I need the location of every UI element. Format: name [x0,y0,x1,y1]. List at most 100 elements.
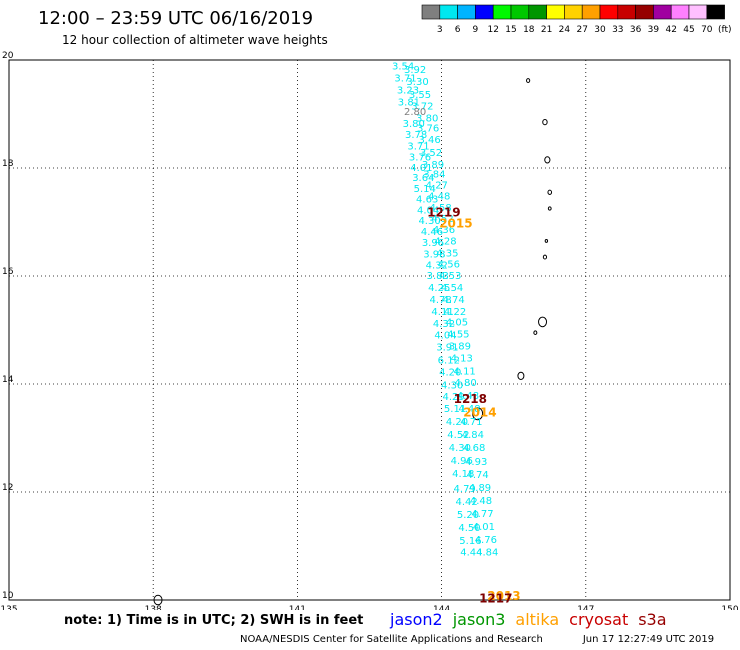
colorbar-label: 33 [612,25,623,35]
island-outline [544,238,549,243]
island-outline [472,407,484,421]
wave-height-label: 5.14 [414,184,436,195]
colorbar-label: 70 [701,25,713,35]
wave-height-label: 4.30 [449,443,471,454]
colorbar-label: 27 [576,25,587,35]
wave-height-label: 3.76 [417,123,439,134]
wave-height-label: 3.98 [423,250,445,261]
wave-height-label: 4.79 [454,484,476,495]
wave-height-label: 4.35 [436,249,458,260]
wave-height-label: 3.91 [436,343,458,354]
colorbar-label: 30 [594,25,606,35]
wave-height-label: 3.46 [418,135,440,146]
wave-height-label: 4.84 [476,548,498,559]
wave-height-label: 4.22 [444,307,466,318]
wave-height-label: 4.77 [471,509,493,520]
wave-height-label: 4.36 [433,225,455,236]
island-outline [542,254,548,260]
colorbar-label: 24 [559,25,571,35]
longitude-tick-label: 138 [145,605,162,610]
wave-height-label: 4.42 [455,497,477,508]
wave-height-label: 3.54 [392,62,414,73]
wave-height-label: 3.81 [398,97,420,108]
island-outline [538,316,548,328]
pass-time-label: 1219 [427,206,460,220]
wave-height-label: 4.48 [458,404,480,415]
wave-height-label: 3.71 [394,74,416,85]
pass-time-label: 2013 [487,589,520,603]
wave-height-label: 4.44 [460,548,482,559]
wave-height-label: 4.52 [431,214,453,225]
legend-jason2: jason2 [390,610,443,629]
wave-height-label: 4.54 [441,283,463,294]
wave-height-label: 4.52 [447,430,469,441]
wave-height-label: 5.11 [444,404,466,415]
wave-height-label: 4.74 [467,470,489,481]
latitude-tick-label: 12 [2,483,13,493]
wave-height-label: 3.76 [409,152,431,163]
wave-height-label: 4.01 [473,522,495,533]
wave-height-label: 3.84 [423,170,445,181]
wave-height-label: 3.64 [412,173,434,184]
wave-height-label: 4.20 [439,367,461,378]
island-outline [517,371,525,380]
island-outline [547,189,553,195]
wave-height-label: 4.46 [421,227,443,238]
wave-height-label: 3.23 [397,85,419,96]
island-outline [544,156,551,164]
wave-height-label: 4.63 [416,195,438,206]
island-outline [153,594,163,606]
wave-height-label: 4.55 [447,330,469,341]
colorbar-label: 36 [630,25,642,35]
wave-height-label: 4.56 [438,259,460,270]
pass-time-label: 1218 [454,392,487,406]
wave-height-label: 4.93 [465,457,487,468]
wave-height-label: 6.12 [438,355,460,366]
wave-height-label: 5.20 [457,510,479,521]
credit-text: NOAA/NESDIS Center for Satellite Applica… [240,634,543,645]
latitude-tick-label: 16 [2,267,14,277]
island-outline [542,118,548,126]
wave-height-label: 4.11 [454,366,476,377]
wave-height-label: 4.11 [431,307,453,318]
wave-height-label: 3.52 [420,148,442,159]
longitude-tick-label: 144 [433,605,450,610]
pass-time-label: 2015 [439,216,472,230]
colorbar-label: 42 [665,25,676,35]
latitude-tick-label: 18 [2,159,14,169]
wave-height-label: 4.30 [418,216,440,227]
island-outline [547,206,552,211]
wave-height-label: 5.16 [459,536,481,547]
wave-height-label: 4.04 [417,205,439,216]
wave-height-label: 2.80 [404,107,426,118]
wave-height-label: 4.32 [426,260,448,271]
wave-height-label: 3.96 [422,238,444,249]
longitude-tick-label: 150 [721,605,738,610]
wave-height-label: 3.30 [406,77,428,88]
colorbar-label: 12 [487,25,498,35]
legend-altika: altika [515,610,560,629]
wave-height-label: 4.01 [410,163,432,174]
wave-height-label: 4.18 [452,469,474,480]
wave-height-label: 4.30 [441,380,463,391]
pass-time-label: 2014 [463,405,496,419]
latitude-tick-label: 10 [2,591,14,601]
wave-height-label: 4.76 [475,535,497,546]
wave-height-label: 3.92 [404,65,426,76]
latitude-tick-label: 14 [2,375,14,385]
wave-height-label: 4.05 [446,318,468,329]
map-subtitle: 12 hour collection of altimeter wave hei… [62,33,328,47]
wave-height-label: 4.78 [430,295,452,306]
wave-height-label: 4.96 [451,456,473,467]
map-frame [8,59,731,601]
wave-height-label: 4.04 [434,331,456,342]
colorbar-label: 21 [541,25,552,35]
footnote: note: 1) Time is in UTC; 2) SWH is in fe… [64,613,364,628]
wave-height-label: 4.48 [457,391,479,402]
colorbar-unit: (ft) [718,25,732,35]
island-outline [533,330,538,336]
wave-height-label: 4.48 [470,496,492,507]
wave-height-label: 3.83 [427,271,449,282]
colorbar-label: 6 [455,25,461,35]
island-outline [526,78,531,83]
